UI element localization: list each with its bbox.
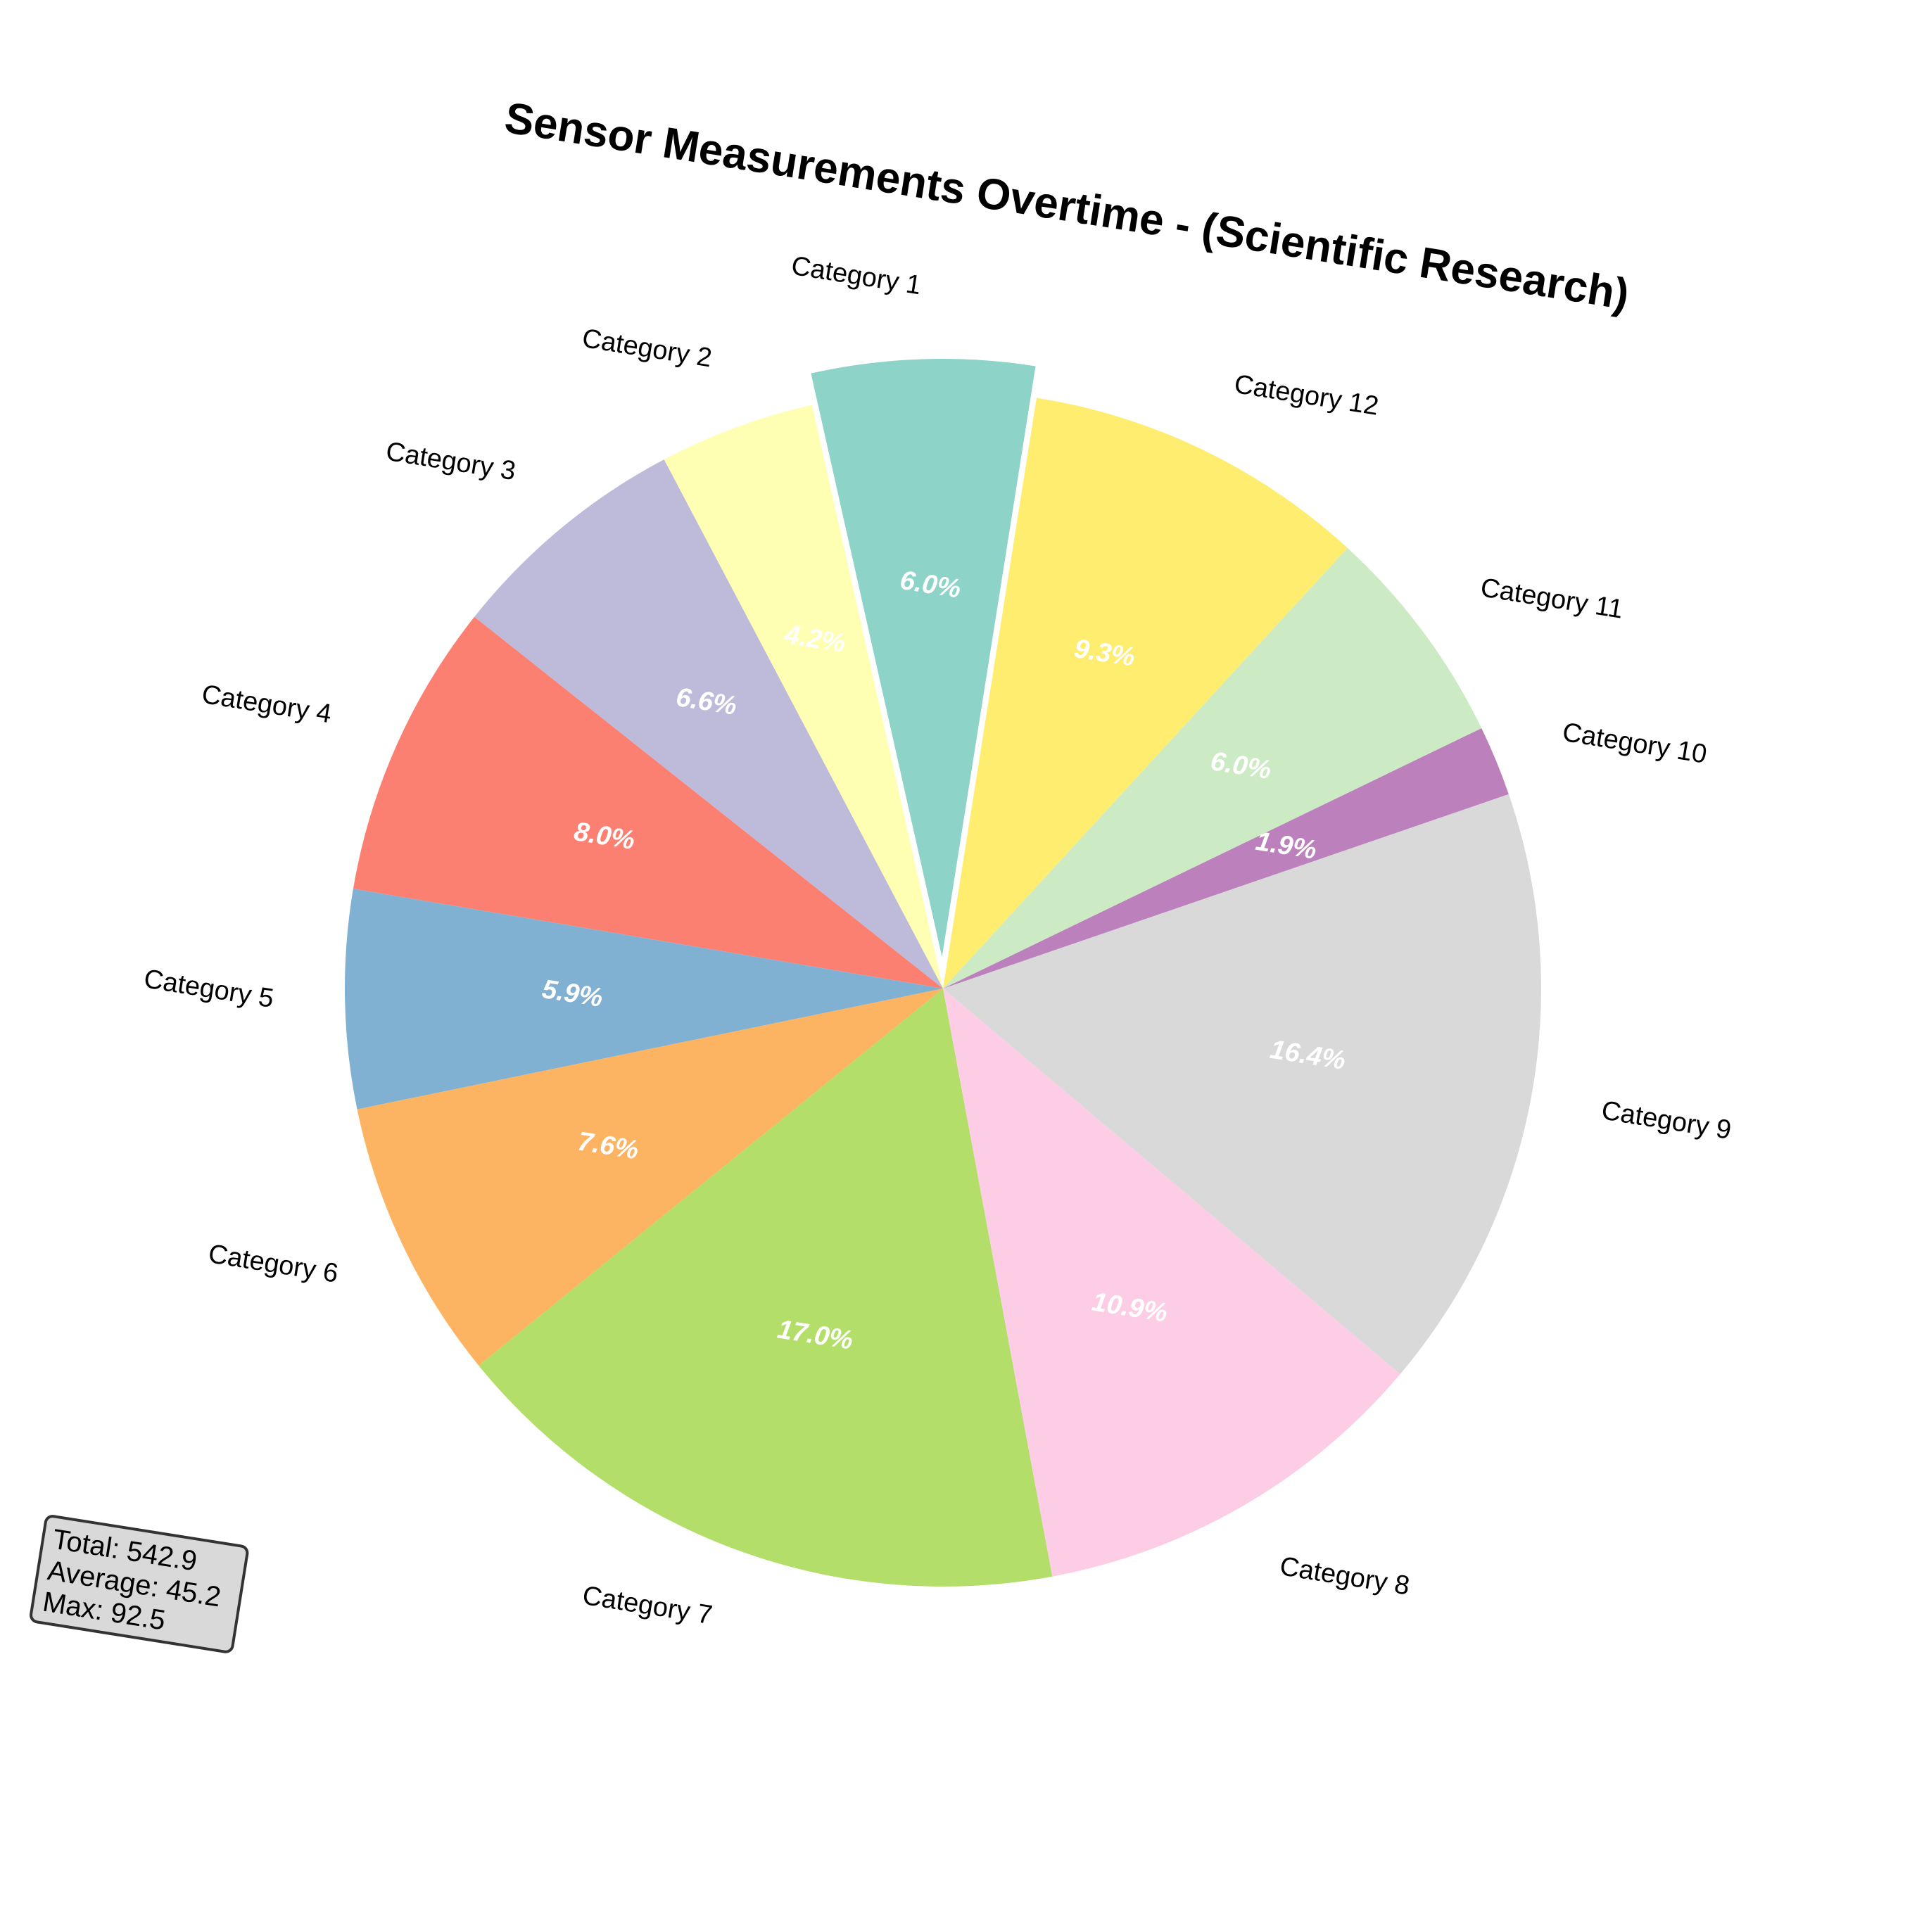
label-category-8: Category 8 bbox=[1278, 1551, 1412, 1601]
label-category-7: Category 7 bbox=[581, 1581, 714, 1631]
slice-category-2 bbox=[664, 405, 943, 989]
stats-box: Total: 542.9 Average: 45.2 Max: 92.5 bbox=[30, 1515, 249, 1653]
label-category-9: Category 9 bbox=[1600, 1095, 1733, 1145]
slice-category-4 bbox=[353, 616, 943, 989]
slice-category-5 bbox=[345, 889, 943, 1110]
label-category-3: Category 3 bbox=[384, 437, 517, 487]
chart-title: Sensor Measurements Overtime - (Scientif… bbox=[502, 94, 1633, 319]
pie-slices bbox=[345, 359, 1541, 1587]
label-category-11: Category 11 bbox=[1479, 573, 1625, 624]
slice-category-10 bbox=[943, 727, 1509, 989]
label-category-1: Category 1 bbox=[790, 251, 923, 301]
slice-category-6 bbox=[357, 989, 943, 1366]
label-category-5: Category 5 bbox=[142, 964, 276, 1014]
label-category-4: Category 4 bbox=[200, 680, 334, 730]
label-category-10: Category 10 bbox=[1560, 718, 1709, 770]
label-category-2: Category 2 bbox=[580, 324, 714, 374]
slice-category-8 bbox=[943, 989, 1400, 1577]
slice-category-11 bbox=[943, 547, 1482, 989]
label-category-6: Category 6 bbox=[206, 1239, 340, 1289]
slice-category-3 bbox=[474, 459, 943, 989]
slice-category-12 bbox=[943, 398, 1348, 989]
slice-category-9 bbox=[943, 794, 1541, 1375]
slice-category-7 bbox=[479, 989, 1053, 1587]
slice-category-1 bbox=[811, 359, 1036, 958]
label-category-12: Category 12 bbox=[1232, 369, 1381, 421]
stats-box-frame bbox=[30, 1515, 249, 1653]
